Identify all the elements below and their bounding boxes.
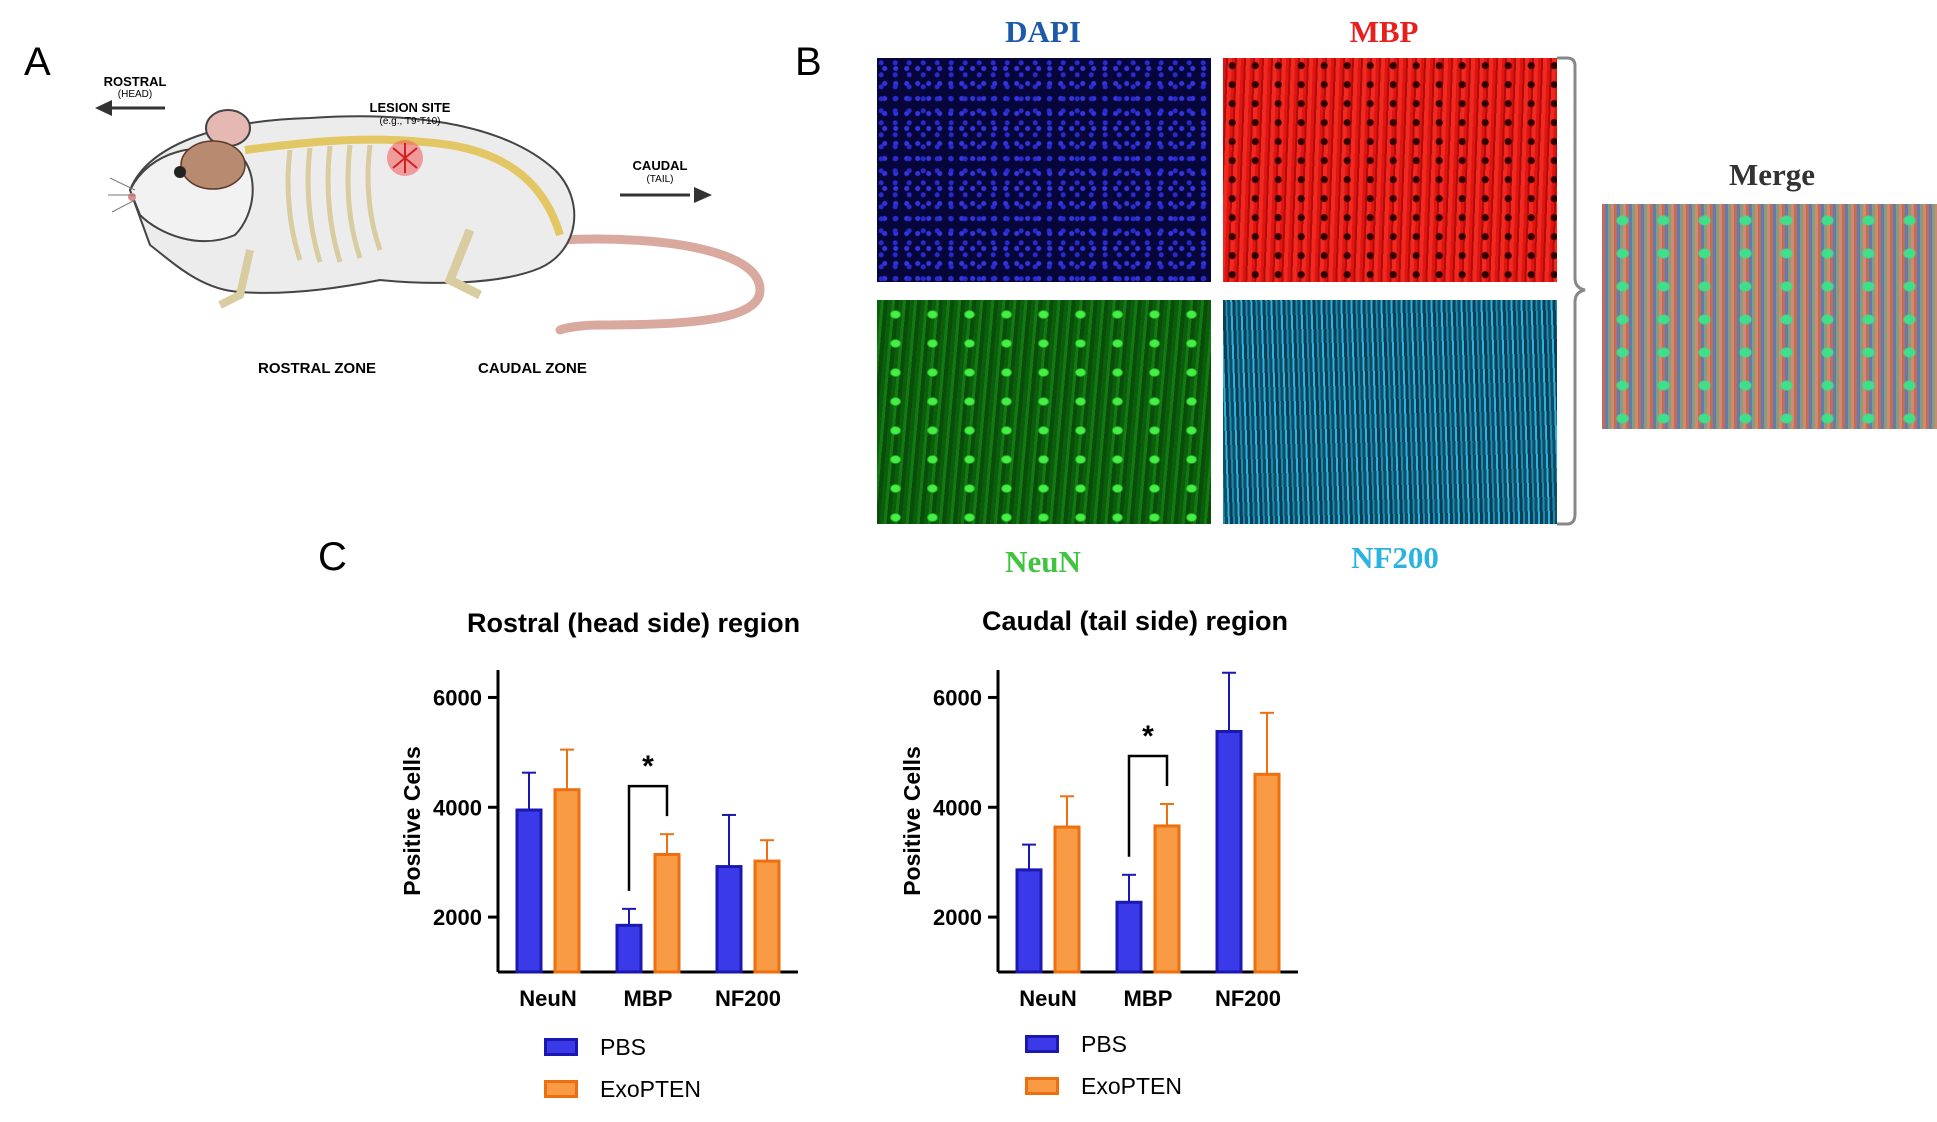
rat-whiskers: [108, 177, 136, 213]
y-tick-label: 2000: [433, 905, 482, 930]
neun-micrograph: [877, 300, 1211, 524]
legend-swatch-pbs: [1025, 1035, 1059, 1053]
rat-illustration-panel: [0, 0, 780, 400]
legend-item-exopten: ExoPTEN: [544, 1072, 701, 1106]
bar: [715, 865, 743, 974]
x-tick-label: NF200: [715, 986, 781, 1011]
x-tick-label: NF200: [1215, 986, 1281, 1011]
y-tick-label: 2000: [933, 905, 982, 930]
panel-letter-a: A: [24, 40, 51, 84]
x-tick-label: MBP: [1124, 986, 1173, 1011]
panel-letter-b: B: [795, 40, 822, 84]
rat-illustration: [95, 100, 765, 335]
rat-hind-leg: [444, 228, 483, 300]
rat-brain: [180, 140, 246, 190]
bar: [1253, 772, 1281, 974]
x-tick-label: MBP: [624, 986, 673, 1011]
y-tick-label: 6000: [433, 685, 482, 710]
chart-caudal-title: Caudal (tail side) region: [982, 606, 1289, 636]
rat-eye: [174, 166, 186, 178]
lesion-label: LESION SITE: [369, 100, 451, 115]
nf200-micrograph: [1223, 300, 1557, 524]
bar: [653, 852, 681, 974]
y-axis-label: Positive Cells: [399, 746, 425, 896]
significance-star: *: [1142, 720, 1154, 753]
mbp-micrograph: [1223, 58, 1557, 282]
bar: [515, 808, 543, 974]
legend-label-exopten: ExoPTEN: [1081, 1072, 1182, 1099]
rat-front-leg: [218, 249, 254, 309]
rostral-arrow-icon: [95, 100, 112, 116]
y-tick-label: 6000: [933, 685, 982, 710]
legend-label-pbs: PBS: [600, 1033, 647, 1060]
x-tick-label: NeuN: [519, 986, 576, 1011]
lesion-sublabel: (e.g., T9-T10): [379, 116, 441, 127]
x-tick-label: NeuN: [1019, 986, 1076, 1011]
legend-swatch-pbs: [544, 1038, 578, 1056]
dapi-label: DAPI: [1005, 14, 1081, 49]
legend-item-pbs: PBS: [1025, 1027, 1182, 1061]
merge-micrograph: [1602, 204, 1937, 429]
bar: [753, 859, 781, 974]
bar: [615, 923, 643, 974]
chart-caudal: 2000 4000 6000 Positive Cells NeuN MBP NF200 *: [899, 670, 1298, 1011]
bar: [553, 788, 581, 974]
rostral-zone-label: ROSTRAL ZONE: [258, 360, 377, 377]
neun-label: NeuN: [1005, 544, 1081, 579]
caudal-sublabel: (TAIL): [646, 174, 674, 185]
significance-bracket: [627, 784, 669, 891]
panel-letter-c: C: [318, 535, 347, 579]
chart-rostral: 2000 4000 6000 Positive Cells NeuN MBP NF200 *: [399, 670, 798, 1011]
spinal-cord: [244, 135, 564, 237]
rat-tail: [555, 234, 765, 335]
merge-bracket: [1557, 56, 1586, 526]
legend-swatch-exopten: [1025, 1077, 1059, 1095]
legend-item-exopten: ExoPTEN: [1025, 1069, 1182, 1103]
caudal-label: CAUDAL: [632, 158, 688, 173]
legend-swatch-exopten: [544, 1080, 578, 1098]
rostral-sublabel: (HEAD): [117, 89, 153, 100]
rostral-label: ROSTRAL: [103, 74, 167, 89]
legend-label-exopten: ExoPTEN: [600, 1075, 701, 1102]
significance-star: *: [642, 750, 654, 783]
lesion-cross-icon: [392, 143, 418, 173]
dapi-micrograph: [877, 58, 1211, 282]
bar: [1053, 825, 1081, 974]
bar: [1115, 900, 1143, 974]
y-tick-label: 4000: [933, 795, 982, 820]
caudal-zone-label: CAUDAL ZONE: [478, 360, 587, 377]
bar: [1015, 868, 1043, 974]
merge-label: Merge: [1728, 157, 1816, 192]
legend-rostral: PBS ExoPTEN: [544, 1030, 701, 1106]
legend-label-pbs: PBS: [1081, 1030, 1128, 1057]
chart-rostral-title: Rostral (head side) region: [467, 608, 801, 638]
significance-bracket: [1127, 754, 1169, 857]
bar: [1215, 729, 1243, 974]
mbp-label: MBP: [1349, 14, 1419, 49]
y-axis-label: Positive Cells: [899, 746, 925, 896]
y-tick-label: 4000: [433, 795, 482, 820]
bar: [1153, 824, 1181, 974]
rat-ribcage: [285, 144, 383, 263]
caudal-arrow-icon: [694, 187, 712, 203]
legend-caudal: PBS ExoPTEN: [1025, 1027, 1182, 1103]
legend-item-pbs: PBS: [544, 1030, 701, 1064]
nf200-label: NF200: [1351, 540, 1439, 575]
